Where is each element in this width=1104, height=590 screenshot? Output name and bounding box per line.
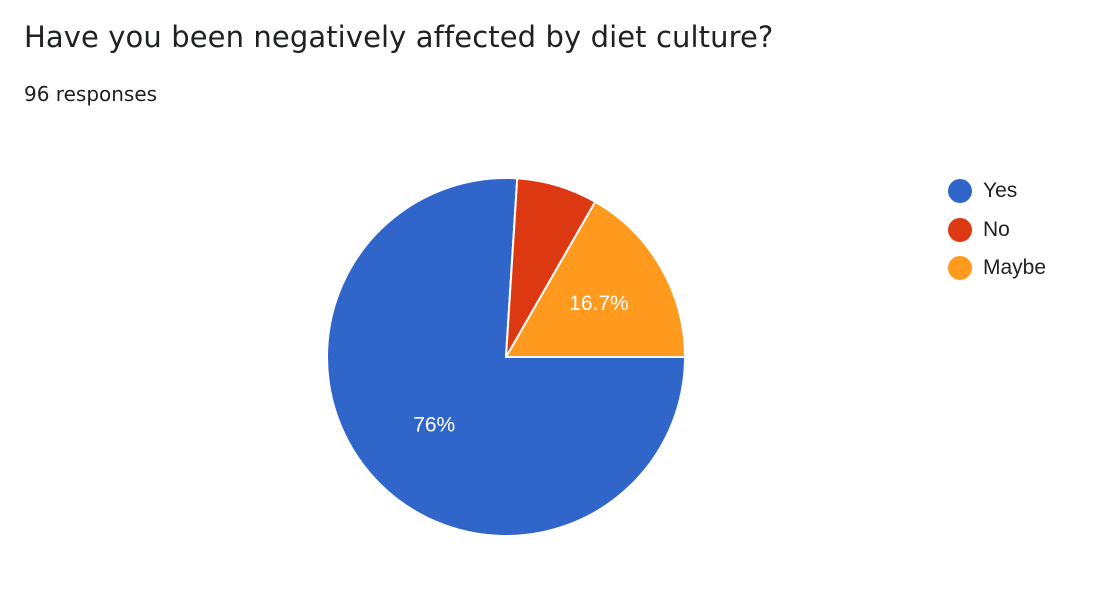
legend-label: Maybe [983, 256, 1047, 280]
slice-label-maybe: 16.7% [569, 292, 629, 315]
legend-item-yes[interactable]: Yes [948, 172, 1046, 211]
legend-label: No [983, 217, 1010, 241]
legend-swatch [948, 256, 972, 281]
legend-swatch [948, 179, 972, 204]
slice-label-yes: 76% [413, 413, 455, 436]
legend-label: Yes [983, 179, 1018, 203]
chart-legend: Yes No Maybe [948, 172, 1046, 288]
slice-maybe[interactable] [504, 200, 687, 358]
legend-swatch [948, 217, 972, 242]
slice-yes[interactable] [326, 177, 687, 537]
question-title: Have you been negatively affected by die… [24, 20, 774, 54]
slice-no[interactable] [505, 177, 597, 358]
legend-item-no[interactable]: No [948, 211, 1046, 250]
response-count: 96 responses [24, 82, 158, 106]
legend-item-maybe[interactable]: Maybe [948, 249, 1046, 288]
